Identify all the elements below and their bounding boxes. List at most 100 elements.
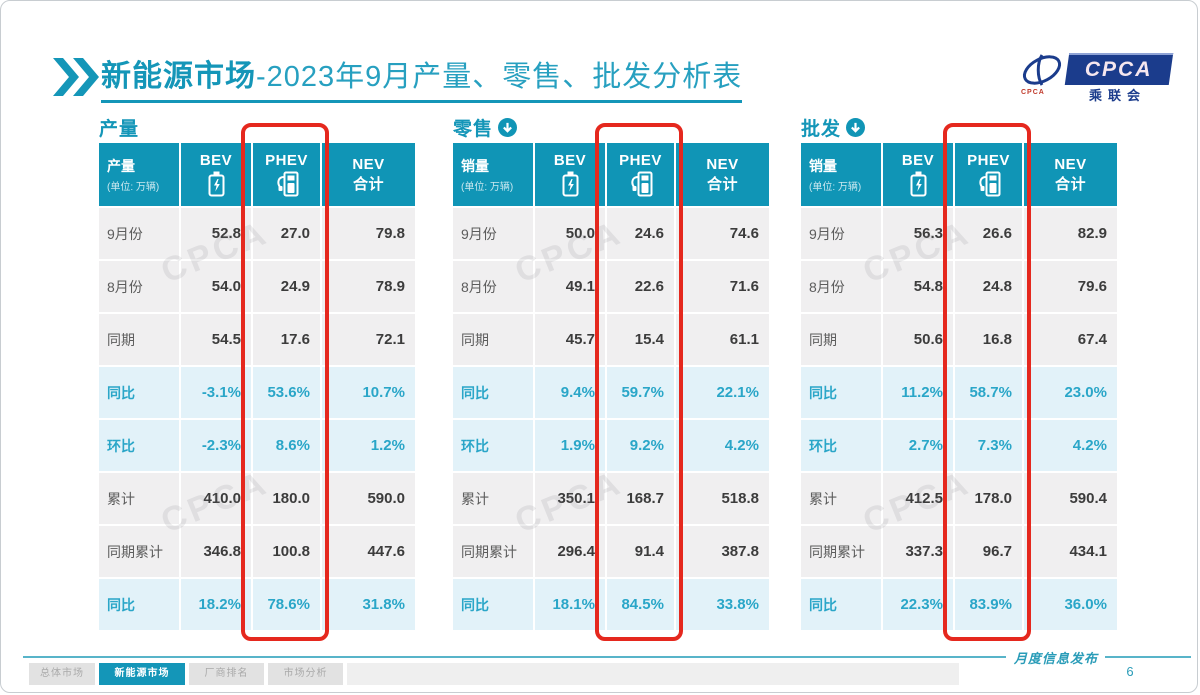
value-cell: 17.6	[253, 314, 320, 365]
row-label-cell: 8月份	[453, 261, 533, 312]
phev-label: PHEV	[265, 152, 308, 169]
arrow-down-icon	[846, 117, 866, 137]
charger-icon	[978, 171, 1000, 197]
cpca-logo-text: CPCA	[1085, 58, 1153, 81]
row-label-cell: 同期累计	[99, 526, 179, 577]
value-cell: 180.0	[253, 473, 320, 524]
value-cell: 24.9	[253, 261, 320, 312]
production-section-title: 产量	[99, 118, 140, 140]
value-cell: 54.5	[181, 314, 251, 365]
bottom-tab-3[interactable]: 市场分析	[268, 663, 343, 685]
corner-unit: (单位: 万辆)	[107, 182, 160, 193]
value-cell: 24.6	[607, 208, 674, 259]
col-header-phev: PHEV	[253, 143, 320, 206]
value-cell: 9.4%	[535, 367, 605, 418]
value-cell: 9.2%	[607, 420, 674, 471]
value-cell: 33.8%	[676, 579, 769, 630]
row-label-cell: 9月份	[453, 208, 533, 259]
bev-label: BEV	[199, 152, 233, 169]
value-cell: 4.2%	[1024, 420, 1117, 471]
nev-label-line2: 合计	[352, 175, 384, 193]
row-label-cell: 累计	[99, 473, 179, 524]
wholesale-grid: 销量 (单位: 万辆) BEV PHEV NEV 合计 9月份 56.3 26.6 8…	[801, 143, 1117, 630]
value-cell: 79.6	[1024, 261, 1117, 312]
nev-label-line1: NEV	[352, 155, 385, 173]
corner-title: 产量	[107, 158, 135, 174]
bottom-tab-bar: 总体市场 新能源市场 厂商排名 市场分析	[29, 663, 959, 685]
value-cell: 10.7%	[322, 367, 415, 418]
value-cell: 4.2%	[676, 420, 769, 471]
value-cell: 2.7%	[883, 420, 953, 471]
value-cell: 50.0	[535, 208, 605, 259]
value-cell: 16.8	[955, 314, 1022, 365]
tab-bar-filler	[347, 663, 959, 685]
value-cell: -3.1%	[181, 367, 251, 418]
value-cell: 1.9%	[535, 420, 605, 471]
arrow-down-icon	[498, 117, 518, 137]
value-cell: 72.1	[322, 314, 415, 365]
bottom-tab-1[interactable]: 新能源市场	[99, 663, 185, 685]
value-cell: 82.9	[1024, 208, 1117, 259]
bev-label: BEV	[901, 152, 935, 169]
bottom-tab-2[interactable]: 厂商排名	[189, 663, 264, 685]
cpca-logo: CPCA CPCA 乘联会	[1019, 45, 1179, 105]
cpca-logo-minitext: CPCA	[1021, 89, 1045, 96]
corner-unit: (单位: 万辆)	[809, 182, 862, 193]
row-label-cell: 8月份	[99, 261, 179, 312]
row-label-cell: 同比	[99, 367, 179, 418]
page-title-rest: -2023年9月产量、零售、批发分析表	[256, 61, 743, 93]
value-cell: 590.4	[1024, 473, 1117, 524]
value-cell: 24.8	[955, 261, 1022, 312]
value-cell: 22.1%	[676, 367, 769, 418]
production-table: 产量 产量 (单位: 万辆) BEV PHEV NEV 合计 9月份 52.8 27…	[99, 113, 415, 641]
corner-unit: (单位: 万辆)	[461, 182, 514, 193]
value-cell: 337.3	[883, 526, 953, 577]
value-cell: 36.0%	[1024, 579, 1117, 630]
value-cell: 1.2%	[322, 420, 415, 471]
footer-rule-right	[1105, 656, 1191, 658]
battery-icon	[562, 171, 578, 197]
value-cell: 67.4	[1024, 314, 1117, 365]
value-cell: 84.5%	[607, 579, 674, 630]
row-label-cell: 累计	[801, 473, 881, 524]
value-cell: 18.2%	[181, 579, 251, 630]
value-cell: 7.3%	[955, 420, 1022, 471]
row-label-cell: 累计	[453, 473, 533, 524]
value-cell: 296.4	[535, 526, 605, 577]
charger-icon	[630, 171, 652, 197]
value-cell: 27.0	[253, 208, 320, 259]
value-cell: 59.7%	[607, 367, 674, 418]
col-header-phev: PHEV	[607, 143, 674, 206]
page-title: 新能源市场-2023年9月产量、零售、批发分析表	[101, 51, 743, 103]
value-cell: 71.6	[676, 261, 769, 312]
production-grid: 产量 (单位: 万辆) BEV PHEV NEV 合计 9月份 52.8 27.0 7…	[99, 143, 415, 630]
value-cell: -2.3%	[181, 420, 251, 471]
phev-label: PHEV	[619, 152, 662, 169]
value-cell: 346.8	[181, 526, 251, 577]
value-cell: 61.1	[676, 314, 769, 365]
footer-rule	[23, 656, 1006, 658]
corner-title: 销量	[461, 158, 489, 174]
table-corner-header: 产量 (单位: 万辆)	[99, 143, 179, 206]
row-label-cell: 同期累计	[453, 526, 533, 577]
row-label-cell: 环比	[99, 420, 179, 471]
value-cell: 54.8	[883, 261, 953, 312]
nev-label-line2: 合计	[706, 175, 738, 193]
page-number: 6	[1126, 664, 1134, 679]
value-cell: 78.9	[322, 261, 415, 312]
footer-caption: 月度信息发布	[1014, 651, 1099, 666]
row-label-cell: 同比	[99, 579, 179, 630]
value-cell: 79.8	[322, 208, 415, 259]
table-corner-header: 销量 (单位: 万辆)	[801, 143, 881, 206]
col-header-phev: PHEV	[955, 143, 1022, 206]
value-cell: 434.1	[1024, 526, 1117, 577]
value-cell: 45.7	[535, 314, 605, 365]
cpca-logo-box: CPCA	[1064, 53, 1174, 85]
corner-title: 销量	[809, 158, 837, 174]
battery-icon	[910, 171, 926, 197]
bottom-tab-0[interactable]: 总体市场	[29, 663, 95, 685]
wholesale-section-label: 批发	[801, 113, 1117, 141]
value-cell: 74.6	[676, 208, 769, 259]
value-cell: 78.6%	[253, 579, 320, 630]
